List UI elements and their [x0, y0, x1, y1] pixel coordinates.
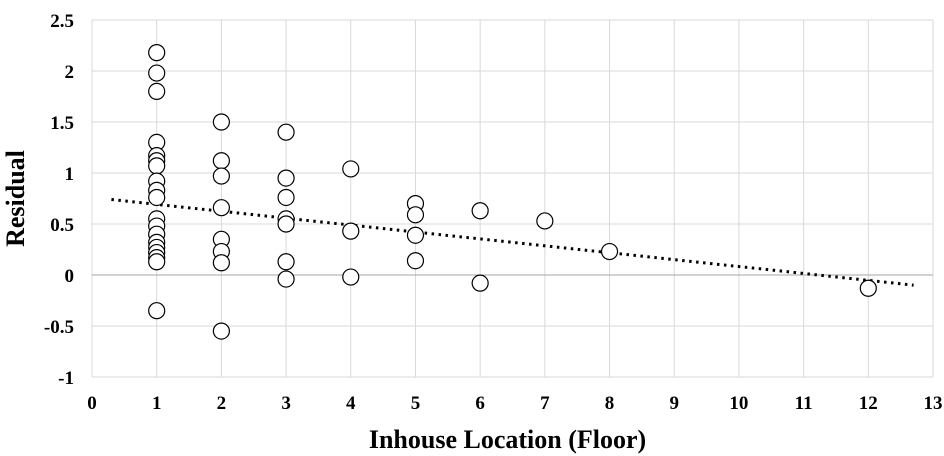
data-point [859, 279, 877, 297]
data-point [406, 252, 425, 270]
y-tick-label: 1.5 [50, 113, 74, 134]
data-point [148, 302, 166, 320]
data-point [148, 253, 166, 271]
data-point [342, 222, 360, 240]
y-tick-label: -1 [58, 368, 74, 389]
y-tick-label: 0.5 [50, 215, 74, 236]
data-point [536, 212, 554, 230]
x-tick-label: 0 [87, 393, 97, 414]
x-tick-label: 7 [540, 393, 550, 414]
y-tick-label: 2 [65, 62, 75, 83]
x-tick-label: 4 [346, 393, 356, 414]
data-point [212, 167, 230, 185]
x-tick-label: 6 [475, 393, 485, 414]
y-tick-label: 2.5 [50, 11, 74, 32]
x-tick-label: 3 [281, 393, 291, 414]
trendline [111, 198, 914, 287]
data-point [277, 270, 295, 288]
data-point [148, 44, 166, 62]
data-point [212, 322, 230, 340]
data-point [277, 123, 295, 141]
y-tick-label: 1 [65, 164, 75, 185]
data-point [148, 82, 166, 101]
x-tick-label: 5 [411, 393, 421, 414]
x-tick-label: 10 [729, 393, 748, 414]
x-tick-label: 12 [859, 393, 878, 414]
y-tick-labels: 2.5 2 1.5 1 0.5 0 -0.5 -1 [44, 11, 74, 389]
data-point [212, 113, 230, 131]
data-point [212, 152, 230, 170]
x-tick-labels: 0 1 2 3 4 5 6 7 8 9 10 11 12 13 [87, 393, 942, 414]
x-tick-label: 9 [669, 393, 679, 414]
data-point [406, 206, 425, 224]
gridlines [91, 19, 934, 378]
data-point [471, 202, 489, 220]
data-point [342, 268, 360, 286]
data-point [212, 199, 230, 217]
data-point [342, 160, 360, 178]
data-point [471, 274, 489, 292]
x-tick-label: 13 [924, 393, 943, 414]
y-tick-label: 0 [65, 266, 75, 287]
data-point [277, 169, 295, 187]
y-axis-title: Residual [1, 150, 30, 247]
x-tick-label: 8 [605, 393, 615, 414]
data-point [148, 157, 166, 175]
data-point [148, 188, 166, 207]
x-tick-label: 1 [152, 393, 162, 414]
data-point [148, 64, 166, 82]
data-point [600, 242, 619, 261]
x-axis-title: Inhouse Location (Floor) [369, 425, 646, 454]
x-tick-label: 11 [795, 393, 813, 414]
data-point [212, 254, 230, 272]
data-point [277, 215, 295, 233]
data-points [148, 44, 877, 340]
data-point [277, 188, 295, 207]
y-tick-label: -0.5 [44, 317, 74, 338]
x-tick-label: 2 [217, 393, 227, 414]
data-point [406, 226, 425, 244]
data-point [277, 253, 295, 271]
